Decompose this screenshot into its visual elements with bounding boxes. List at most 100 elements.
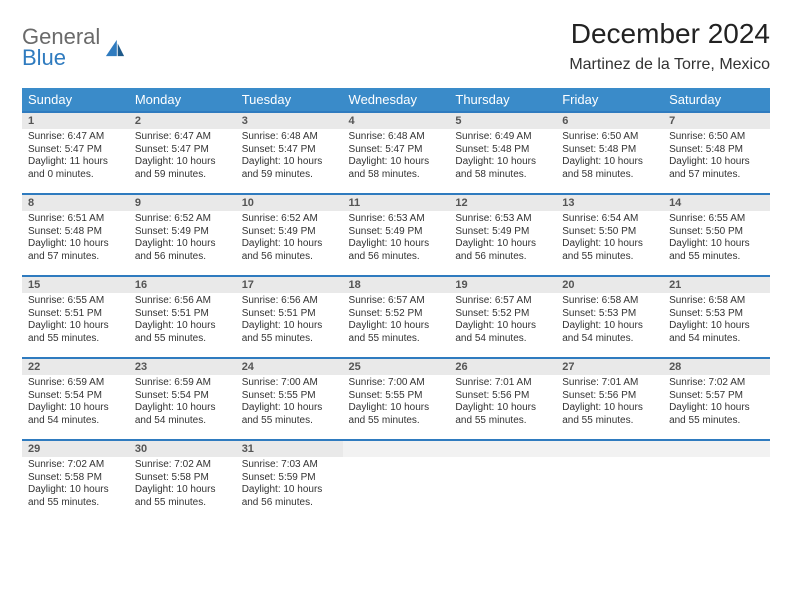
- calendar-row: 15Sunrise: 6:55 AMSunset: 5:51 PMDayligh…: [22, 276, 770, 358]
- page-subtitle: Martinez de la Torre, Mexico: [569, 56, 770, 74]
- calendar-cell: 21Sunrise: 6:58 AMSunset: 5:53 PMDayligh…: [663, 276, 770, 358]
- day-details: Sunrise: 6:50 AMSunset: 5:48 PMDaylight:…: [663, 129, 770, 185]
- calendar-cell: 3Sunrise: 6:48 AMSunset: 5:47 PMDaylight…: [236, 112, 343, 194]
- day-details: Sunrise: 6:50 AMSunset: 5:48 PMDaylight:…: [556, 129, 663, 185]
- calendar-cell: 14Sunrise: 6:55 AMSunset: 5:50 PMDayligh…: [663, 194, 770, 276]
- calendar-cell: 24Sunrise: 7:00 AMSunset: 5:55 PMDayligh…: [236, 358, 343, 440]
- day-details: Sunrise: 6:48 AMSunset: 5:47 PMDaylight:…: [343, 129, 450, 185]
- calendar-cell: 28Sunrise: 7:02 AMSunset: 5:57 PMDayligh…: [663, 358, 770, 440]
- day-number: 17: [236, 277, 343, 293]
- calendar-cell: 7Sunrise: 6:50 AMSunset: 5:48 PMDaylight…: [663, 112, 770, 194]
- calendar-cell: 20Sunrise: 6:58 AMSunset: 5:53 PMDayligh…: [556, 276, 663, 358]
- calendar-row: 8Sunrise: 6:51 AMSunset: 5:48 PMDaylight…: [22, 194, 770, 276]
- day-number: 6: [556, 113, 663, 129]
- calendar-cell: 8Sunrise: 6:51 AMSunset: 5:48 PMDaylight…: [22, 194, 129, 276]
- day-details: Sunrise: 6:59 AMSunset: 5:54 PMDaylight:…: [129, 375, 236, 431]
- day-number: 20: [556, 277, 663, 293]
- day-number: 22: [22, 359, 129, 375]
- page-title: December 2024: [569, 18, 770, 50]
- day-details: Sunrise: 6:56 AMSunset: 5:51 PMDaylight:…: [236, 293, 343, 349]
- day-number: 24: [236, 359, 343, 375]
- calendar-cell: 1Sunrise: 6:47 AMSunset: 5:47 PMDaylight…: [22, 112, 129, 194]
- calendar-cell: 4Sunrise: 6:48 AMSunset: 5:47 PMDaylight…: [343, 112, 450, 194]
- day-number: 21: [663, 277, 770, 293]
- day-details: Sunrise: 7:02 AMSunset: 5:57 PMDaylight:…: [663, 375, 770, 431]
- day-number: 8: [22, 195, 129, 211]
- day-number: 25: [343, 359, 450, 375]
- day-number: 23: [129, 359, 236, 375]
- logo: General Blue: [22, 18, 126, 69]
- day-details: Sunrise: 6:53 AMSunset: 5:49 PMDaylight:…: [449, 211, 556, 267]
- calendar-cell: 9Sunrise: 6:52 AMSunset: 5:49 PMDaylight…: [129, 194, 236, 276]
- day-details: Sunrise: 6:49 AMSunset: 5:48 PMDaylight:…: [449, 129, 556, 185]
- day-details: Sunrise: 6:59 AMSunset: 5:54 PMDaylight:…: [22, 375, 129, 431]
- calendar-cell: 18Sunrise: 6:57 AMSunset: 5:52 PMDayligh…: [343, 276, 450, 358]
- sail-icon: [104, 38, 126, 58]
- day-number: 27: [556, 359, 663, 375]
- day-number-empty: [556, 441, 663, 457]
- calendar-row: 29Sunrise: 7:02 AMSunset: 5:58 PMDayligh…: [22, 440, 770, 522]
- calendar-cell: 5Sunrise: 6:49 AMSunset: 5:48 PMDaylight…: [449, 112, 556, 194]
- day-details: Sunrise: 6:58 AMSunset: 5:53 PMDaylight:…: [556, 293, 663, 349]
- day-number-empty: [663, 441, 770, 457]
- calendar-cell: 22Sunrise: 6:59 AMSunset: 5:54 PMDayligh…: [22, 358, 129, 440]
- day-details: Sunrise: 7:03 AMSunset: 5:59 PMDaylight:…: [236, 457, 343, 513]
- calendar-cell: 19Sunrise: 6:57 AMSunset: 5:52 PMDayligh…: [449, 276, 556, 358]
- calendar-cell: 6Sunrise: 6:50 AMSunset: 5:48 PMDaylight…: [556, 112, 663, 194]
- day-details: Sunrise: 6:57 AMSunset: 5:52 PMDaylight:…: [449, 293, 556, 349]
- day-number-empty: [449, 441, 556, 457]
- day-number-empty: [343, 441, 450, 457]
- calendar-cell: 31Sunrise: 7:03 AMSunset: 5:59 PMDayligh…: [236, 440, 343, 522]
- day-details: Sunrise: 6:57 AMSunset: 5:52 PMDaylight:…: [343, 293, 450, 349]
- day-details: Sunrise: 6:52 AMSunset: 5:49 PMDaylight:…: [129, 211, 236, 267]
- day-number: 16: [129, 277, 236, 293]
- header: General Blue December 2024 Martinez de l…: [22, 18, 770, 74]
- calendar-cell: 10Sunrise: 6:52 AMSunset: 5:49 PMDayligh…: [236, 194, 343, 276]
- day-number: 10: [236, 195, 343, 211]
- day-number: 12: [449, 195, 556, 211]
- day-details: Sunrise: 6:52 AMSunset: 5:49 PMDaylight:…: [236, 211, 343, 267]
- calendar-cell: 12Sunrise: 6:53 AMSunset: 5:49 PMDayligh…: [449, 194, 556, 276]
- logo-word-2: Blue: [22, 47, 100, 69]
- day-number: 15: [22, 277, 129, 293]
- calendar-cell: 2Sunrise: 6:47 AMSunset: 5:47 PMDaylight…: [129, 112, 236, 194]
- day-number: 1: [22, 113, 129, 129]
- calendar-cell: 16Sunrise: 6:56 AMSunset: 5:51 PMDayligh…: [129, 276, 236, 358]
- day-number: 19: [449, 277, 556, 293]
- calendar-cell: 25Sunrise: 7:00 AMSunset: 5:55 PMDayligh…: [343, 358, 450, 440]
- day-details: Sunrise: 6:47 AMSunset: 5:47 PMDaylight:…: [129, 129, 236, 185]
- calendar-cell: 11Sunrise: 6:53 AMSunset: 5:49 PMDayligh…: [343, 194, 450, 276]
- day-details: Sunrise: 6:53 AMSunset: 5:49 PMDaylight:…: [343, 211, 450, 267]
- day-number: 3: [236, 113, 343, 129]
- day-details: Sunrise: 6:56 AMSunset: 5:51 PMDaylight:…: [129, 293, 236, 349]
- day-details: Sunrise: 6:54 AMSunset: 5:50 PMDaylight:…: [556, 211, 663, 267]
- day-details: Sunrise: 7:02 AMSunset: 5:58 PMDaylight:…: [129, 457, 236, 513]
- day-number: 26: [449, 359, 556, 375]
- calendar-cell: [449, 440, 556, 522]
- day-number: 2: [129, 113, 236, 129]
- calendar-table: SundayMondayTuesdayWednesdayThursdayFrid…: [22, 88, 770, 522]
- day-details: Sunrise: 6:48 AMSunset: 5:47 PMDaylight:…: [236, 129, 343, 185]
- weekday-header: Wednesday: [343, 88, 450, 112]
- day-details: Sunrise: 6:55 AMSunset: 5:51 PMDaylight:…: [22, 293, 129, 349]
- weekday-header: Thursday: [449, 88, 556, 112]
- day-details: Sunrise: 6:58 AMSunset: 5:53 PMDaylight:…: [663, 293, 770, 349]
- calendar-cell: 26Sunrise: 7:01 AMSunset: 5:56 PMDayligh…: [449, 358, 556, 440]
- weekday-header: Monday: [129, 88, 236, 112]
- calendar-cell: 27Sunrise: 7:01 AMSunset: 5:56 PMDayligh…: [556, 358, 663, 440]
- day-number: 4: [343, 113, 450, 129]
- day-number: 29: [22, 441, 129, 457]
- day-number: 5: [449, 113, 556, 129]
- day-details: Sunrise: 6:55 AMSunset: 5:50 PMDaylight:…: [663, 211, 770, 267]
- day-number: 7: [663, 113, 770, 129]
- weekday-header: Saturday: [663, 88, 770, 112]
- calendar-cell: [663, 440, 770, 522]
- calendar-cell: 15Sunrise: 6:55 AMSunset: 5:51 PMDayligh…: [22, 276, 129, 358]
- day-number: 31: [236, 441, 343, 457]
- day-number: 11: [343, 195, 450, 211]
- day-details: Sunrise: 7:01 AMSunset: 5:56 PMDaylight:…: [556, 375, 663, 431]
- calendar-cell: 13Sunrise: 6:54 AMSunset: 5:50 PMDayligh…: [556, 194, 663, 276]
- calendar-cell: 30Sunrise: 7:02 AMSunset: 5:58 PMDayligh…: [129, 440, 236, 522]
- day-number: 28: [663, 359, 770, 375]
- day-details: Sunrise: 7:02 AMSunset: 5:58 PMDaylight:…: [22, 457, 129, 513]
